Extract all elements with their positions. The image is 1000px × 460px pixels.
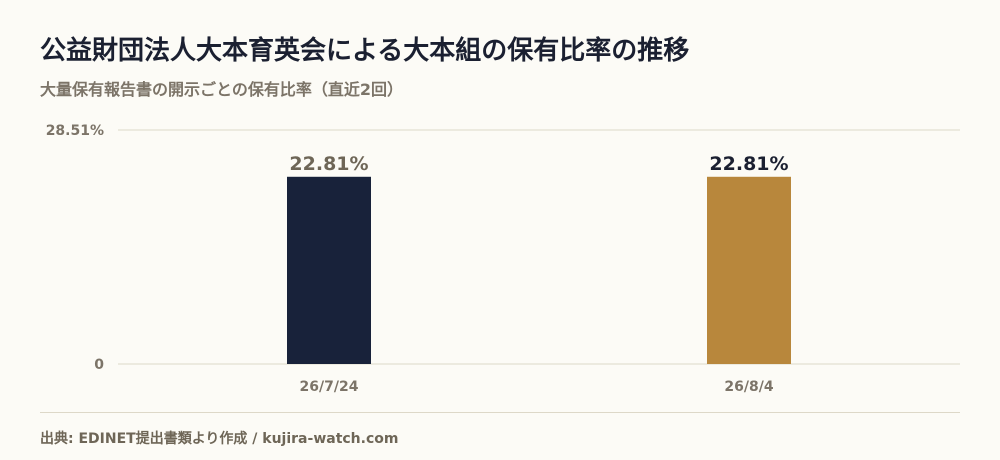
bar-value-label: 22.81% — [289, 153, 368, 175]
x-tick-label: 26/8/4 — [724, 379, 773, 395]
chart-subtitle: 大量保有報告書の開示ごとの保有比率（直近2回） — [40, 80, 403, 99]
bar-value-label: 22.81% — [709, 153, 788, 175]
chart-title: 公益財団法人大本育英会による大本組の保有比率の推移 — [40, 36, 690, 66]
footer-divider — [40, 412, 960, 413]
x-tick-label: 26/7/24 — [300, 379, 359, 395]
y-tick-label: 0 — [94, 357, 104, 373]
bar — [707, 176, 791, 364]
source-footer: 出典: EDINET提出書類より作成 / kujira-watch.com — [40, 431, 399, 447]
bar — [287, 176, 371, 364]
y-tick-label: 28.51% — [46, 123, 104, 139]
